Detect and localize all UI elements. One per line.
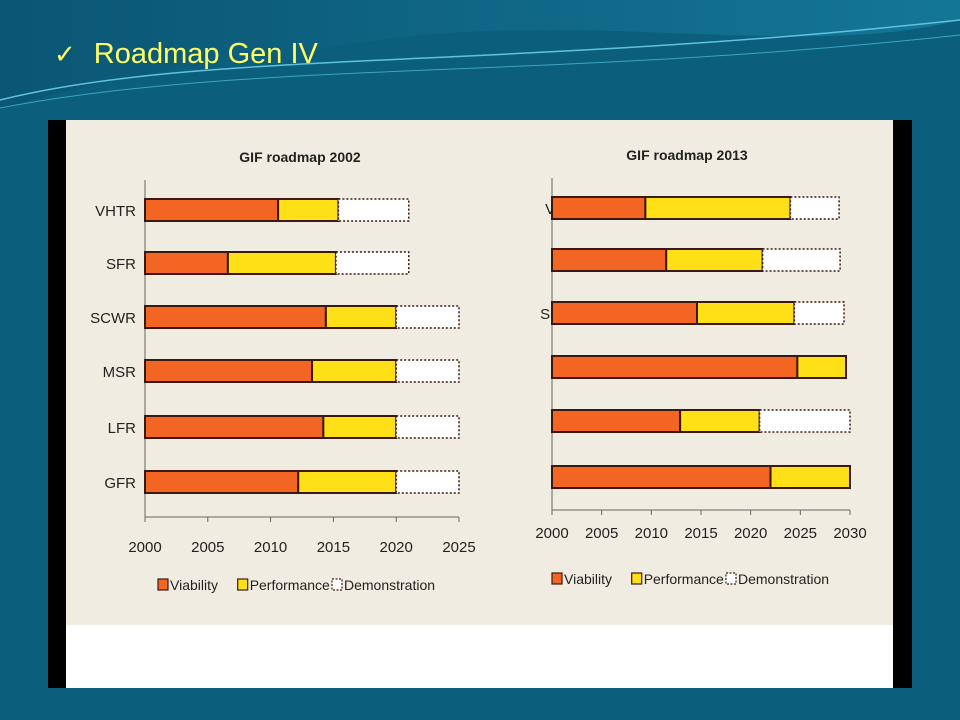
chart-2: GIF roadmap 2013 2000 2005 2010 2015 2020 2025… bbox=[535, 147, 866, 587]
bar-performance bbox=[324, 305, 398, 329]
category-label: SFR bbox=[106, 256, 136, 273]
category-label: MSR bbox=[103, 364, 137, 381]
legend-label: Performance bbox=[250, 577, 330, 593]
legend-swatch-viability bbox=[551, 572, 563, 585]
bar-demonstration bbox=[395, 359, 460, 383]
bar-performance bbox=[679, 409, 761, 433]
x-tick-label: 2005 bbox=[585, 525, 618, 542]
bar-performance bbox=[297, 470, 398, 494]
bar-demonstration bbox=[761, 248, 841, 272]
bar-performance bbox=[322, 415, 398, 439]
bar-viability bbox=[144, 198, 280, 222]
category-label: SCWR bbox=[90, 310, 136, 327]
bar-demonstration bbox=[789, 196, 840, 220]
bar-performance bbox=[644, 196, 792, 220]
bar-viability bbox=[551, 465, 772, 489]
bar-viability bbox=[144, 359, 314, 383]
bar-performance bbox=[796, 355, 848, 379]
legend-label: Viability bbox=[564, 571, 612, 587]
legend-label: Demonstration bbox=[738, 571, 829, 587]
bar-demonstration bbox=[395, 415, 460, 439]
bar-viability bbox=[144, 415, 325, 439]
x-tick-label: 2000 bbox=[128, 539, 161, 556]
slide-title: ✓ Roadmap Gen IV bbox=[54, 38, 318, 71]
x-tick-label: 2020 bbox=[734, 525, 767, 542]
bar-viability bbox=[144, 251, 229, 275]
slide-title-text: Roadmap Gen IV bbox=[93, 38, 318, 70]
bar-demonstration bbox=[395, 470, 460, 494]
category-label: GFR bbox=[104, 475, 136, 492]
legend-label: Performance bbox=[644, 571, 724, 587]
x-tick-label: 2005 bbox=[191, 539, 224, 556]
bar-performance bbox=[226, 251, 337, 275]
bar-demonstration bbox=[395, 305, 460, 329]
chart-title: GIF roadmap 2002 bbox=[239, 149, 361, 165]
roadmap-charts: GIF roadmap 2002 2000 2005 2010 2015 2020 2025… bbox=[90, 147, 867, 593]
x-tick-label: 2015 bbox=[684, 525, 717, 542]
bar-performance bbox=[665, 248, 764, 272]
x-tick-label: 2025 bbox=[442, 539, 475, 556]
chart-1: GIF roadmap 2002 2000 2005 2010 2015 2020 2025… bbox=[90, 149, 476, 593]
bar-viability bbox=[551, 196, 647, 220]
legend-swatch-performance bbox=[237, 578, 249, 591]
x-tick-label: 2010 bbox=[635, 525, 668, 542]
legend-label: Demonstration bbox=[344, 577, 435, 593]
legend-swatch-demonstration bbox=[331, 578, 343, 591]
bar-performance bbox=[277, 198, 340, 222]
x-tick-label: 2010 bbox=[254, 539, 287, 556]
legend-swatch-demonstration bbox=[725, 572, 737, 585]
x-tick-label: 2030 bbox=[833, 525, 866, 542]
legend-swatch-performance bbox=[631, 572, 643, 585]
category-label: LFR bbox=[108, 420, 137, 437]
bar-performance bbox=[696, 301, 796, 325]
legend-swatch-viability bbox=[157, 578, 169, 591]
bar-viability bbox=[551, 301, 699, 325]
bar-viability bbox=[144, 470, 300, 494]
chart-title: GIF roadmap 2013 bbox=[626, 147, 748, 163]
category-label: VHTR bbox=[95, 203, 136, 220]
bar-viability bbox=[551, 355, 799, 379]
bar-demonstration bbox=[335, 251, 410, 275]
header-waves bbox=[0, 0, 960, 120]
bar-performance bbox=[769, 465, 851, 489]
x-tick-label: 2000 bbox=[535, 525, 568, 542]
bar-demonstration bbox=[758, 409, 851, 433]
x-tick-label: 2025 bbox=[784, 525, 817, 542]
bar-viability bbox=[551, 409, 682, 433]
bar-performance bbox=[311, 359, 398, 383]
bar-demonstration bbox=[337, 198, 410, 222]
x-tick-label: 2015 bbox=[317, 539, 350, 556]
legend-label: Viability bbox=[170, 577, 218, 593]
bar-viability bbox=[551, 248, 668, 272]
checkmark-icon: ✓ bbox=[54, 39, 76, 69]
bar-demonstration bbox=[793, 301, 845, 325]
bar-viability bbox=[144, 305, 327, 329]
x-tick-label: 2020 bbox=[380, 539, 413, 556]
